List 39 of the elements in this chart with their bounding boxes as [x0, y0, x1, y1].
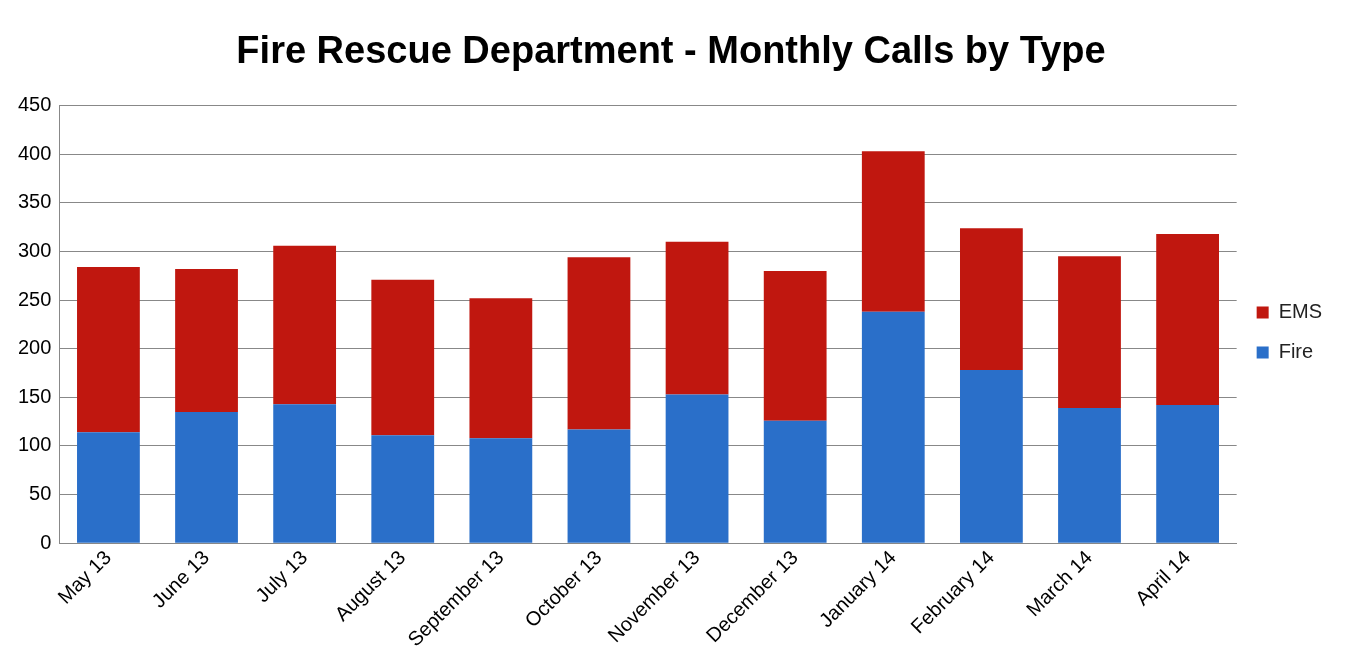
y-tick-label: 300 — [17, 238, 52, 261]
bar — [1058, 256, 1121, 409]
bar — [371, 279, 435, 436]
bar — [763, 420, 827, 543]
legend-label: EMS — [1278, 300, 1322, 323]
y-tick-label: 400 — [17, 141, 52, 164]
bar — [1058, 408, 1121, 543]
bar — [371, 435, 435, 543]
bar — [567, 429, 631, 543]
bar — [1156, 405, 1219, 543]
y-tick-label: 200 — [17, 336, 52, 359]
bar — [273, 245, 337, 405]
bar — [469, 298, 533, 439]
bar — [763, 270, 827, 421]
y-tick-label: 0 — [40, 530, 52, 553]
bar — [175, 268, 238, 412]
bar — [861, 311, 925, 543]
y-tick-label: 450 — [17, 93, 52, 116]
bar — [273, 404, 337, 543]
chart-title: Fire Rescue Department - Monthly Calls by Type — [236, 29, 1106, 72]
bar — [567, 257, 631, 430]
bar — [77, 432, 140, 543]
bar — [665, 394, 729, 543]
x-tick-label: May 13 — [53, 545, 116, 608]
y-tick-label: 250 — [17, 287, 52, 310]
bar — [469, 438, 533, 543]
y-tick-label: 150 — [17, 384, 52, 407]
bar — [861, 151, 925, 312]
y-tick-label: 350 — [17, 190, 52, 213]
bar — [1156, 233, 1219, 406]
y-tick-label: 50 — [29, 482, 52, 505]
bar — [665, 241, 729, 395]
bar — [175, 411, 238, 543]
legend-label: Fire — [1278, 340, 1314, 363]
bar — [960, 228, 1023, 371]
bar — [960, 370, 1023, 543]
bar — [77, 267, 140, 433]
y-tick-label: 100 — [17, 433, 52, 456]
x-tick-label: July 13 — [251, 545, 312, 607]
